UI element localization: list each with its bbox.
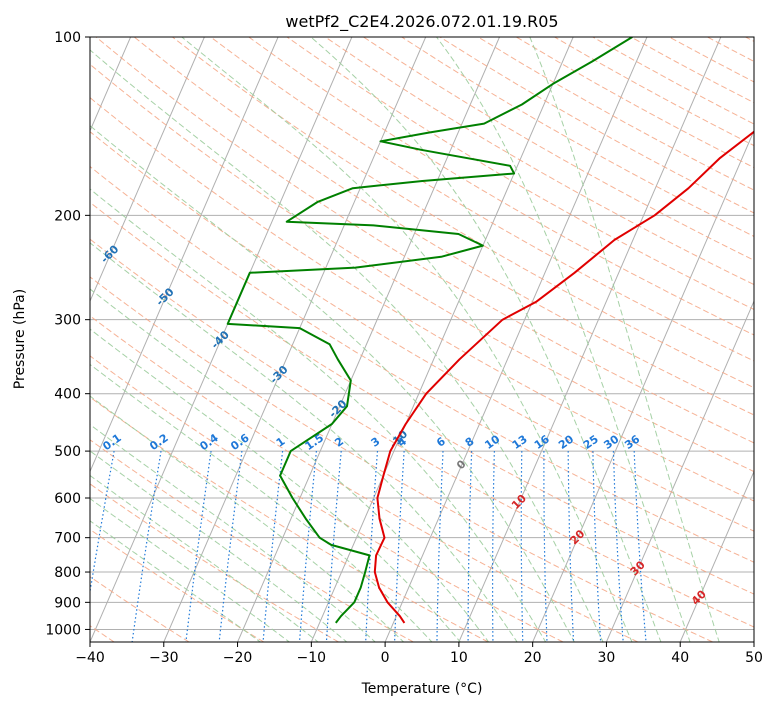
y-tick-label: 200 bbox=[54, 208, 81, 224]
y-tick-label: 800 bbox=[54, 565, 81, 581]
y-tick-label: 400 bbox=[54, 387, 81, 403]
x-tick-label: 10 bbox=[450, 650, 468, 666]
isotherm-line bbox=[0, 37, 57, 642]
y-tick-label: 500 bbox=[54, 444, 81, 460]
y-tick-label: 900 bbox=[54, 595, 81, 611]
x-tick-label: 0 bbox=[381, 650, 390, 666]
x-tick-label: 30 bbox=[598, 650, 616, 666]
y-tick-label: 600 bbox=[54, 491, 81, 507]
y-tick-label: 100 bbox=[54, 30, 81, 46]
x-tick-label: −30 bbox=[149, 650, 179, 666]
x-tick-label: −40 bbox=[75, 650, 105, 666]
x-tick-label: 20 bbox=[524, 650, 542, 666]
y-tick-label: 300 bbox=[54, 313, 81, 329]
isotherm-label: -80 bbox=[0, 146, 16, 169]
x-tick-label: −10 bbox=[297, 650, 327, 666]
x-tick-label: −20 bbox=[223, 650, 253, 666]
x-tick-label: 50 bbox=[745, 650, 763, 666]
y-tick-label: 700 bbox=[54, 531, 81, 547]
y-tick-label: 1000 bbox=[45, 622, 81, 638]
x-tick-label: 40 bbox=[671, 650, 689, 666]
isotherm-line bbox=[754, 37, 775, 642]
chart-title: wetPf2_C2E4.2026.072.01.19.R05 bbox=[285, 12, 558, 32]
x-axis-label: Temperature (°C) bbox=[361, 681, 483, 697]
y-axis-label: Pressure (hPa) bbox=[12, 289, 28, 389]
